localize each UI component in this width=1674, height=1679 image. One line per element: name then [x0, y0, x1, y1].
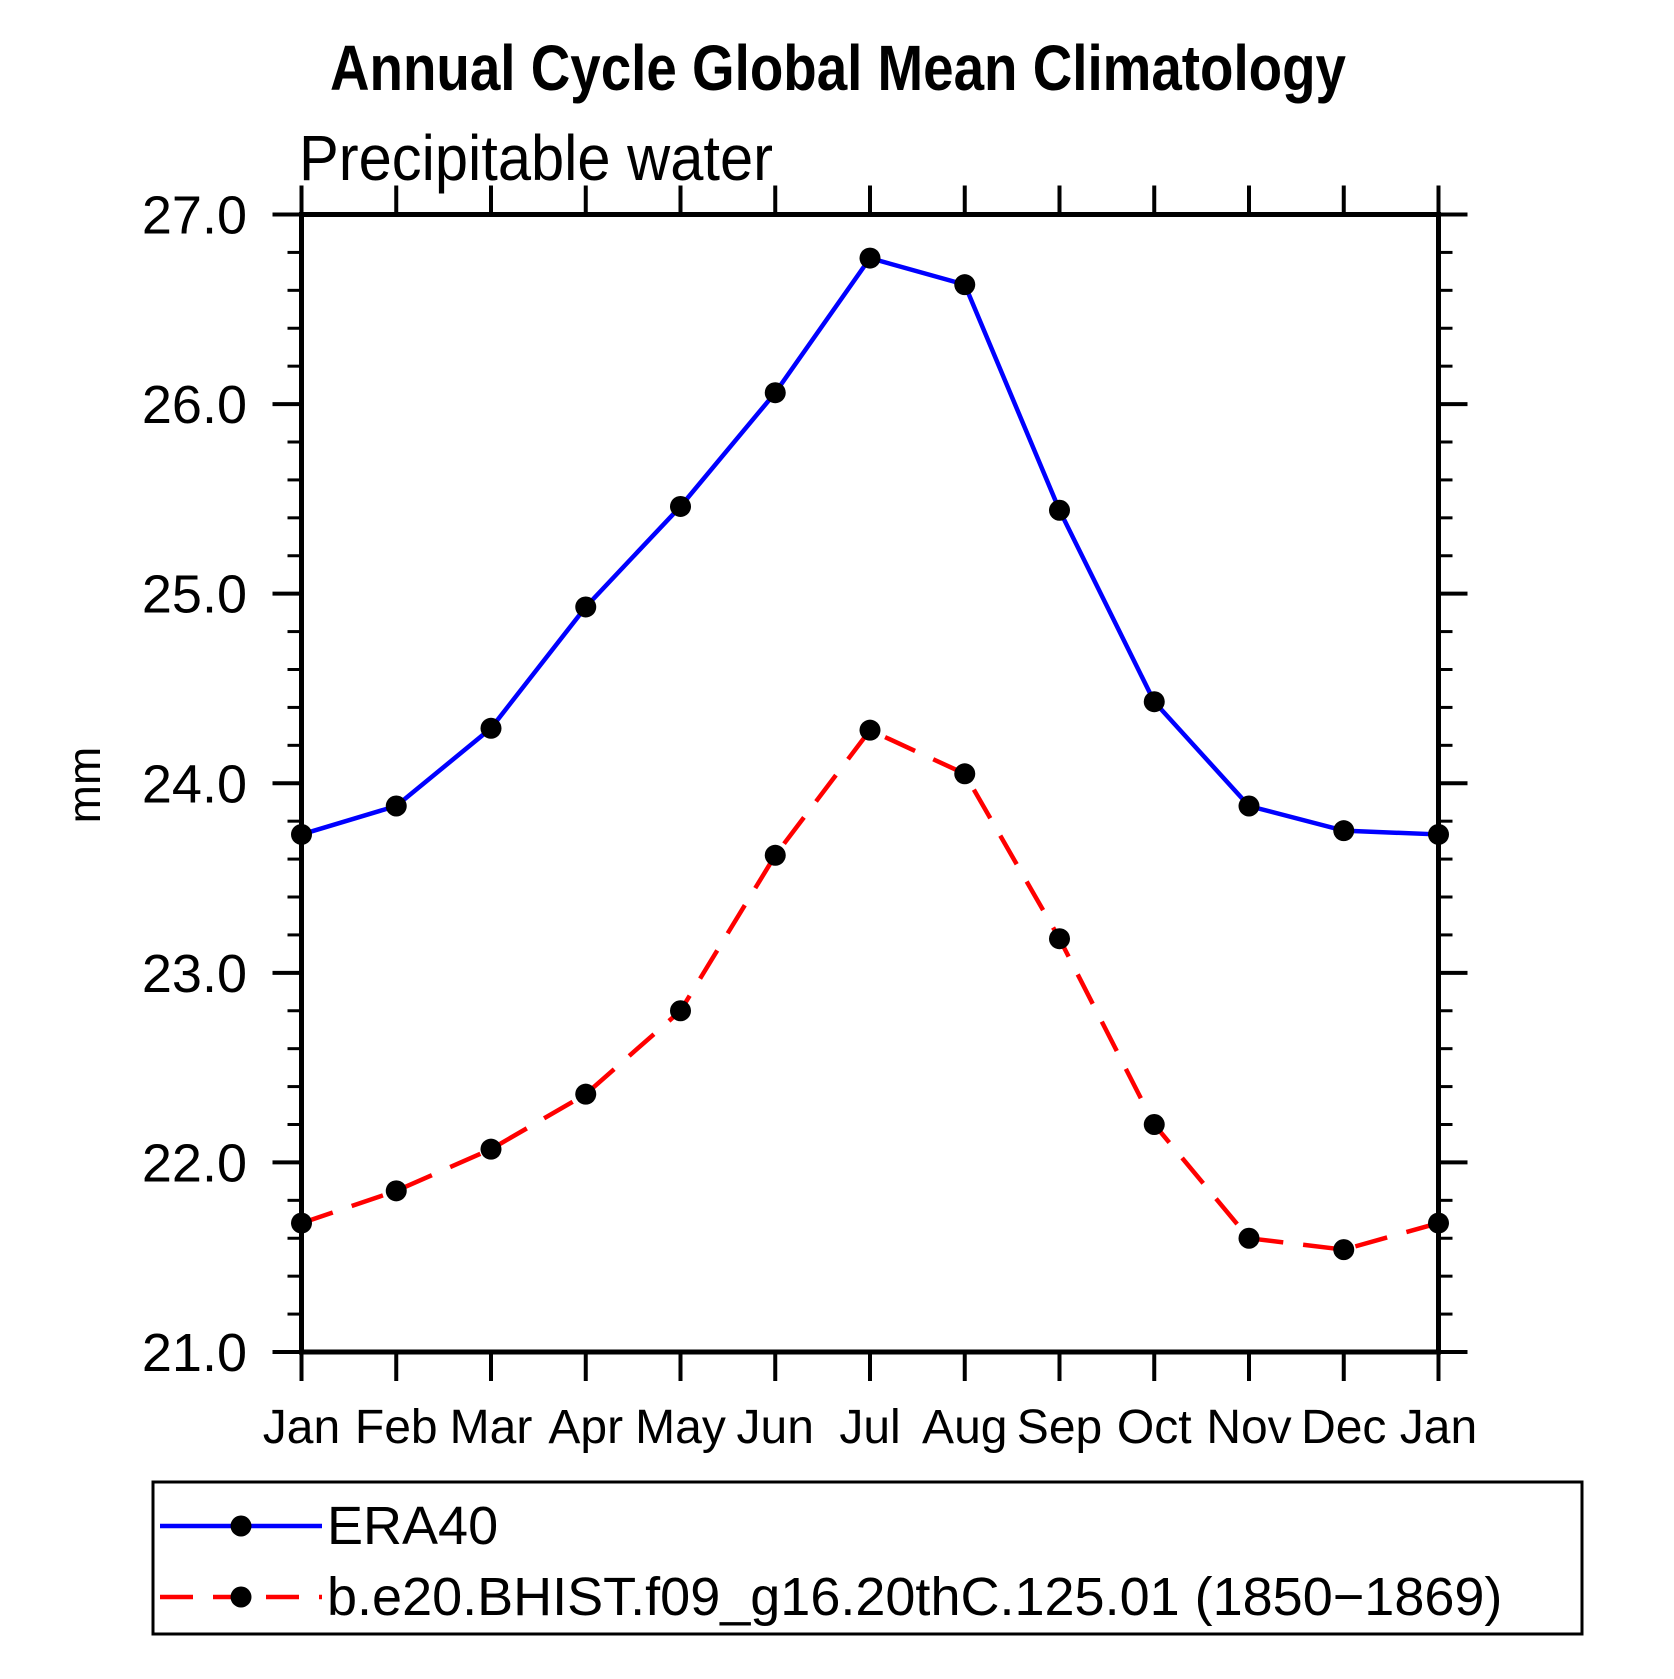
y-tick-label: 26.0: [142, 375, 247, 435]
data-point-1-jul: [859, 719, 881, 741]
data-point-1-aug: [954, 763, 976, 785]
data-point-0-jun: [764, 382, 786, 404]
series-line-1: [300, 727, 1440, 1252]
data-point-1-jan: [291, 1212, 312, 1234]
data-point-1-feb: [385, 1180, 407, 1202]
x-tick-label: Aug: [922, 1401, 1007, 1454]
legend-marker-0: [230, 1515, 252, 1537]
y-axis-label: mm: [58, 747, 110, 824]
data-point-0-jan: [1428, 823, 1449, 845]
y-tick-label: 24.0: [142, 754, 247, 814]
x-tick-label: Mar: [450, 1401, 533, 1454]
data-point-0-dec: [1333, 820, 1355, 842]
x-tick-label: May: [635, 1401, 726, 1454]
legend-marker-1: [230, 1586, 252, 1608]
data-point-0-may: [670, 495, 691, 517]
x-tick-label: Jan: [1400, 1401, 1477, 1454]
data-point-0-oct: [1143, 691, 1165, 713]
data-point-0-jan: [291, 823, 312, 845]
data-point-1-mar: [480, 1138, 502, 1160]
data-point-0-aug: [954, 274, 976, 296]
x-tick-label: Nov: [1206, 1401, 1291, 1454]
x-tick-label: Dec: [1301, 1401, 1386, 1454]
y-tick-label: 25.0: [142, 565, 247, 625]
x-tick-label: Jul: [839, 1401, 900, 1454]
chart-subtitle: Precipitable water: [299, 122, 773, 194]
x-tick-label: Sep: [1017, 1401, 1102, 1454]
axes: 21.0 22.0 23.0 24.0 25.0 26.0 27.0 Jan Feb Mar Apr…: [142, 185, 1477, 1454]
x-tick-label: Feb: [355, 1401, 438, 1454]
data-point-1-sep: [1049, 928, 1070, 950]
data-point-0-nov: [1238, 795, 1260, 817]
plot-frame: [299, 212, 1441, 1355]
series-line-0: [300, 255, 1439, 837]
legend-label-1: b.e20.BHIST.f09_g16.20thC.125.01 (1850−1…: [327, 1567, 1502, 1627]
data-point-0-apr: [575, 596, 597, 618]
data-point-1-apr: [575, 1083, 597, 1105]
x-tick-label: Apr: [548, 1401, 623, 1454]
y-tick-label: 22.0: [142, 1133, 247, 1193]
data-point-1-oct: [1143, 1114, 1165, 1135]
y-tick-label: 21.0: [142, 1323, 247, 1383]
series-lines: [291, 247, 1449, 1261]
x-tick-label: Oct: [1117, 1401, 1192, 1454]
x-tick-label: Jan: [263, 1401, 340, 1454]
legend-box: [151, 1480, 1584, 1636]
data-point-0-mar: [480, 717, 502, 739]
data-point-0-sep: [1049, 499, 1070, 521]
data-point-1-jun: [764, 844, 786, 866]
legend: ERA40 b.e20.BHIST.f09_g16.20thC.125.01 (1…: [151, 1480, 1584, 1636]
data-point-1-jan: [1428, 1212, 1449, 1234]
y-tick-label: 27.0: [142, 186, 247, 246]
chart-title: Annual Cycle Global Mean Climatology: [330, 32, 1346, 104]
legend-label-0: ERA40: [327, 1496, 498, 1556]
data-point-0-jul: [859, 247, 881, 269]
data-point-1-nov: [1238, 1227, 1260, 1249]
data-point-1-may: [670, 1000, 691, 1022]
data-point-0-feb: [385, 795, 407, 817]
y-tick-label: 23.0: [142, 944, 247, 1004]
x-tick-label: Jun: [737, 1401, 814, 1454]
data-point-1-dec: [1333, 1239, 1355, 1261]
